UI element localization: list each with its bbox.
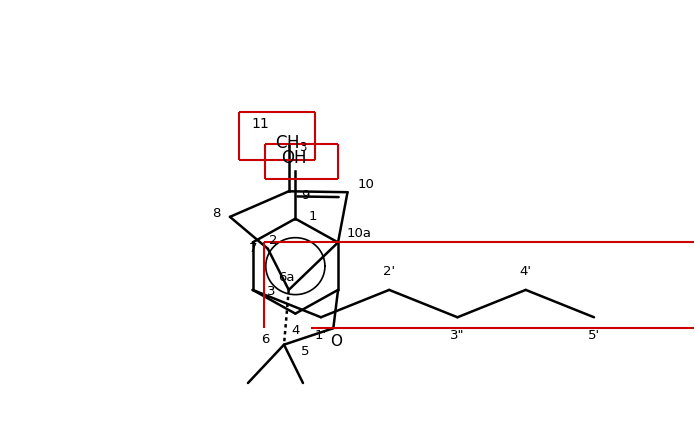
Text: 10a: 10a <box>346 227 371 240</box>
Text: 7: 7 <box>248 242 257 255</box>
Text: 1': 1' <box>315 329 327 342</box>
Text: O: O <box>330 334 342 349</box>
Text: 3: 3 <box>268 285 276 298</box>
Text: 6a: 6a <box>279 271 295 284</box>
Text: 9: 9 <box>302 189 310 202</box>
Text: 2': 2' <box>383 265 395 278</box>
Text: 11: 11 <box>252 117 269 131</box>
Text: 5: 5 <box>301 345 309 359</box>
Text: 5': 5' <box>588 329 600 342</box>
Text: OH: OH <box>281 149 306 167</box>
Text: CH$_3$: CH$_3$ <box>275 133 308 153</box>
Text: 2: 2 <box>269 234 278 247</box>
Text: 4': 4' <box>520 265 532 278</box>
Text: 10: 10 <box>358 179 375 191</box>
Text: 4: 4 <box>291 324 300 336</box>
Text: 6: 6 <box>261 333 269 346</box>
Text: 3": 3" <box>450 329 465 342</box>
Text: 8: 8 <box>213 207 221 220</box>
Text: 1: 1 <box>308 210 317 223</box>
